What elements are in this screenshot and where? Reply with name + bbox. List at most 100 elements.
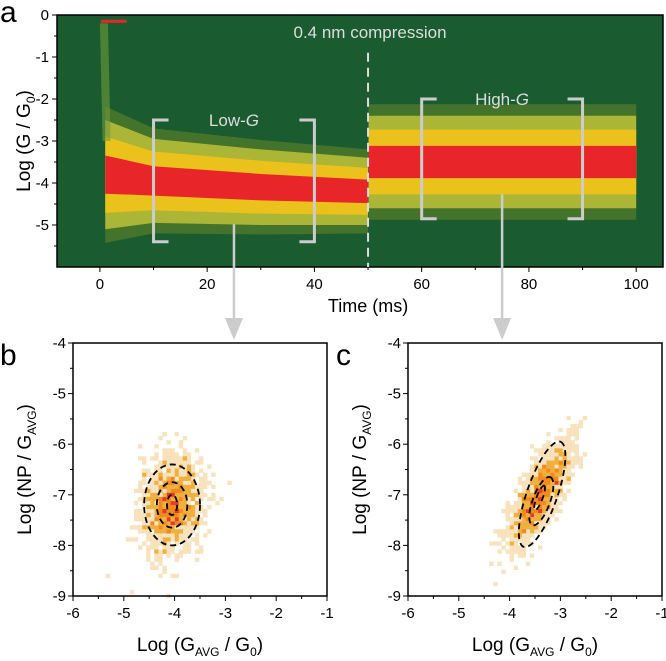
histogram-bin <box>525 561 531 566</box>
histogram-bin <box>166 456 171 461</box>
histogram-bin <box>129 537 135 542</box>
histogram-bin <box>190 537 196 542</box>
histogram-bin <box>133 525 139 530</box>
histogram-bin <box>203 492 208 498</box>
histogram-bin <box>570 460 575 465</box>
histogram-bin <box>554 484 559 490</box>
histogram-bin <box>554 500 559 506</box>
histogram-bin <box>166 549 171 554</box>
histogram-bin <box>501 545 506 550</box>
histogram-bin <box>198 496 204 502</box>
histogram-bin <box>198 549 204 554</box>
x-tick-label: -4 <box>503 605 516 622</box>
histogram-bin <box>550 456 555 461</box>
histogram-bin <box>546 513 551 518</box>
panel-label-c: c <box>336 339 351 372</box>
histogram-bin <box>513 500 519 506</box>
x-label-sub2: 0 <box>250 645 257 659</box>
histogram-bin <box>158 460 163 465</box>
histogram-bin <box>162 500 167 506</box>
histogram-bin <box>170 452 175 457</box>
x-label-end: ) <box>257 635 263 656</box>
histogram-bin <box>182 504 188 510</box>
histogram-bin <box>194 484 200 490</box>
histogram-bin <box>170 484 175 490</box>
histogram-bin <box>529 488 535 494</box>
histogram-bin <box>182 476 188 481</box>
x-axis-label: Log (GAVG / G0) <box>472 635 598 659</box>
histogram-bin <box>166 452 171 457</box>
histogram-bin <box>566 468 571 473</box>
histogram-bin <box>182 545 188 550</box>
histogram-bin <box>166 488 171 494</box>
x-tick-label: 80 <box>521 276 538 293</box>
y-tick-label: -6 <box>53 436 66 453</box>
histogram-bin <box>227 480 232 485</box>
histogram-bin <box>162 508 167 514</box>
histogram-bin <box>154 504 159 510</box>
histogram-bin <box>207 480 212 485</box>
x-tick-label: -2 <box>605 605 618 622</box>
histogram-bin <box>207 529 212 534</box>
y-tick-label: -3 <box>36 133 49 150</box>
histogram-bin <box>150 488 155 494</box>
histogram-bin <box>554 492 559 498</box>
histogram-bin <box>154 529 159 534</box>
histogram-bin <box>529 521 535 526</box>
histogram-bin <box>505 533 510 538</box>
histogram-bin <box>574 456 579 461</box>
histogram-bin <box>533 476 539 481</box>
histogram-bin <box>174 488 179 494</box>
histogram-bin <box>194 508 200 514</box>
histogram-bin <box>566 464 571 469</box>
histogram-bin <box>190 525 196 530</box>
histogram-bin <box>146 500 151 506</box>
histogram-bin <box>174 537 179 542</box>
histogram-bin <box>158 529 163 534</box>
histogram-bin <box>533 525 539 530</box>
histogram-bin <box>194 525 200 530</box>
histogram-bin <box>174 553 179 558</box>
histogram-bin <box>546 448 551 453</box>
region-bracket-left <box>420 97 437 221</box>
histogram-bin <box>150 545 155 550</box>
histogram-bin <box>529 468 535 473</box>
histogram-bin <box>142 492 147 498</box>
histogram-bin <box>538 525 543 530</box>
histogram-bin <box>566 432 571 437</box>
histogram-bin <box>178 468 184 473</box>
histogram-bin <box>533 448 539 453</box>
histogram-bin <box>521 484 527 490</box>
histogram-bin <box>182 436 188 441</box>
histogram-bin <box>542 496 547 502</box>
histogram-bin <box>178 513 184 518</box>
histogram-bin <box>166 476 171 481</box>
histogram-bin <box>533 460 539 465</box>
y-label-end: ) <box>15 404 36 410</box>
band-high-g-level-3 <box>368 145 637 179</box>
histogram-bin <box>198 504 204 510</box>
histogram-bin <box>203 533 208 538</box>
histogram-bin <box>174 464 179 469</box>
y-tick-label: -2 <box>36 91 49 108</box>
histogram-bin <box>170 521 175 526</box>
y-axis-label: Log (G / G0) <box>14 90 38 192</box>
histogram-bin <box>142 529 147 534</box>
histogram-bin <box>538 492 543 498</box>
histogram-bin <box>538 513 543 518</box>
histogram-bin <box>190 496 196 502</box>
histogram-bin <box>578 464 584 469</box>
histogram-bin <box>162 545 167 550</box>
histogram-bin <box>219 496 224 502</box>
histogram-bin <box>154 444 159 449</box>
x-tick-label: 40 <box>306 276 323 293</box>
histogram-bin <box>182 508 188 514</box>
histogram-bin <box>529 492 535 498</box>
histogram-bin <box>529 504 535 510</box>
histogram-bin <box>194 504 200 510</box>
histogram-bin <box>538 521 543 526</box>
histogram-bin <box>546 432 551 437</box>
x-tick-label: 100 <box>624 276 649 293</box>
histogram-bin <box>142 521 147 526</box>
histogram-bin <box>158 480 163 485</box>
